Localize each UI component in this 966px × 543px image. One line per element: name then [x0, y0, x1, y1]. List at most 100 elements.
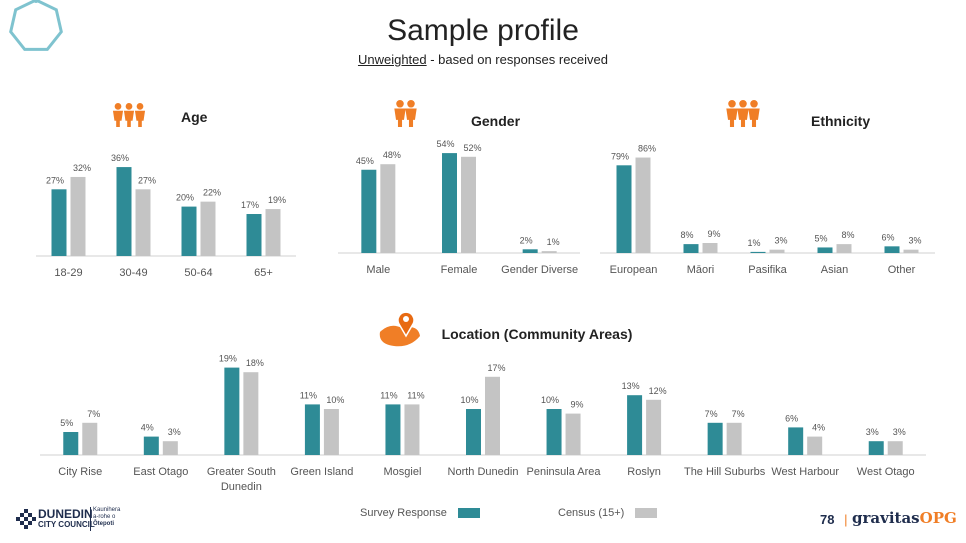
bar-census-west-harbour — [807, 436, 823, 455]
category-label-peninsula-area: Peninsula Area — [527, 466, 602, 478]
bar-survey-peninsula-area — [546, 409, 562, 455]
subtitle-underlined: Unweighted — [357, 52, 427, 67]
data-label-census-peninsula-area: 9% — [571, 400, 584, 410]
data-label-census-gender-diverse: 1% — [547, 237, 560, 247]
data-label-census-european: 86% — [638, 144, 656, 154]
legend-census-label: Census (15+) — [558, 507, 625, 519]
bar-survey-city-rise — [63, 432, 79, 455]
bar-census-50-64 — [200, 201, 216, 256]
category-label-the-hill-suburbs: The Hill Suburbs — [684, 466, 766, 478]
category-label-city-rise: City Rise — [58, 466, 102, 478]
bar-census-the-hill-suburbs — [726, 422, 742, 455]
gravitas-logo: gravitasOPG — [852, 509, 957, 527]
bar-census-pasifika — [769, 249, 785, 253]
bar-census-mosgiel — [404, 404, 420, 455]
page-title: Sample profile — [387, 14, 579, 47]
legend-census: Census (15+) — [558, 507, 658, 519]
bar-survey-other — [884, 246, 900, 253]
category-label-green-island: Green Island — [290, 466, 353, 478]
category-label-50-64: 50-64 — [184, 267, 212, 279]
data-label-census-asian: 8% — [841, 230, 854, 240]
bar-census-m-ori — [702, 243, 718, 253]
bar-survey-65 — [246, 214, 262, 256]
data-label-survey-mosgiel: 11% — [380, 390, 397, 400]
data-label-census-north-dunedin: 17% — [487, 363, 505, 373]
data-label-survey-50-64: 20% — [176, 193, 194, 203]
data-label-census-male: 48% — [383, 150, 401, 160]
bar-survey-female — [442, 153, 457, 253]
category-label-asian: Asian — [821, 264, 849, 276]
bar-survey-west-otago — [868, 441, 884, 455]
category-label-west-harbour: West Harbour — [771, 466, 839, 478]
data-label-survey-european: 79% — [611, 151, 629, 161]
data-label-census-the-hill-suburbs: 7% — [732, 409, 745, 419]
bar-census-east-otago — [162, 441, 178, 455]
chart-title-location-community-areas: Location (Community Areas) — [442, 326, 633, 342]
council-name-2: CITY COUNCIL — [38, 520, 95, 529]
data-label-census-m-ori: 9% — [707, 229, 720, 239]
category-label-west-otago: West Otago — [857, 466, 915, 478]
bar-survey-the-hill-suburbs — [707, 422, 723, 455]
data-label-census-roslyn: 12% — [649, 386, 667, 396]
data-label-survey-roslyn: 13% — [622, 381, 640, 391]
data-label-survey-male: 45% — [356, 156, 374, 166]
data-label-survey-65: 17% — [241, 200, 259, 210]
chart-title-gender: Gender — [471, 113, 521, 129]
category-label-30-49: 30-49 — [119, 267, 147, 279]
bar-survey-male — [361, 169, 377, 253]
category-label-male: Male — [366, 264, 390, 276]
bar-census-city-rise — [82, 422, 98, 455]
category-label-pasifika: Pasifika — [748, 264, 787, 276]
people-icon — [737, 100, 749, 127]
category-label-roslyn: Roslyn — [627, 466, 661, 478]
map-pin-icon — [379, 311, 420, 347]
people-icon — [405, 100, 417, 127]
bar-survey-30-49 — [116, 167, 132, 256]
data-label-survey-female: 54% — [436, 139, 454, 149]
people-icon — [394, 100, 406, 127]
category-label-north-dunedin: North Dunedin — [448, 466, 519, 478]
bar-census-european — [635, 157, 651, 253]
bar-census-65 — [265, 209, 281, 256]
decorative-heptagon-icon — [9, 0, 63, 51]
legend-survey: Survey Response — [360, 507, 480, 519]
category-label-m-ori: Māori — [687, 264, 715, 276]
chart-title-ethnicity: Ethnicity — [811, 113, 870, 129]
data-label-census-50-64: 22% — [203, 188, 221, 198]
category-label-18-29: 18-29 — [54, 267, 82, 279]
people-icon — [134, 103, 146, 127]
bar-survey-roslyn — [627, 395, 643, 455]
page-subtitle: Unweighted - based on responses received — [0, 52, 966, 67]
data-label-survey-other: 6% — [881, 232, 894, 242]
data-label-survey-north-dunedin: 10% — [460, 395, 478, 405]
bar-census-west-otago — [887, 441, 903, 455]
data-label-census-west-otago: 3% — [893, 427, 906, 437]
bar-census-north-dunedin — [485, 376, 500, 455]
data-label-census-other: 3% — [908, 236, 921, 246]
data-label-census-pasifika: 3% — [774, 236, 787, 246]
bar-census-asian — [836, 244, 852, 253]
page-number: 78 | — [820, 512, 848, 527]
chart-title-age: Age — [181, 109, 208, 125]
data-label-survey-18-29: 27% — [46, 175, 64, 185]
category-label-female: Female — [441, 264, 478, 276]
bar-survey-18-29 — [51, 189, 67, 256]
category-label-mosgiel: Mosgiel — [384, 466, 422, 478]
bar-survey-m-ori — [683, 244, 699, 253]
bar-survey-green-island — [304, 404, 320, 455]
bar-census-male — [380, 164, 396, 253]
data-label-survey-city-rise: 5% — [60, 418, 73, 428]
bar-census-other — [903, 249, 919, 253]
data-label-survey-greater-south-dunedin: 19% — [219, 354, 237, 364]
bar-census-18-29 — [70, 176, 86, 256]
bar-census-greater-south-dunedin — [243, 372, 259, 455]
data-label-census-city-rise: 7% — [87, 409, 100, 419]
people-icon — [726, 100, 738, 127]
data-label-census-green-island: 10% — [326, 395, 344, 405]
data-label-census-west-harbour: 4% — [812, 423, 825, 433]
bar-survey-mosgiel — [385, 404, 401, 455]
people-icon — [748, 100, 760, 127]
bar-survey-50-64 — [181, 206, 197, 256]
bar-survey-greater-south-dunedin — [224, 367, 240, 455]
